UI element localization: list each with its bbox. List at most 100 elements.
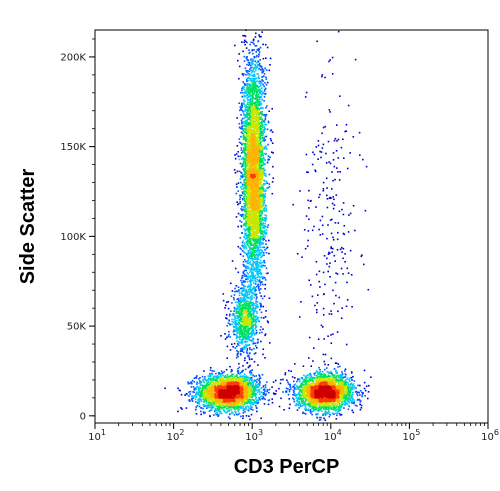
data-point: [337, 381, 340, 383]
data-point: [266, 46, 269, 49]
data-point: [253, 318, 255, 321]
data-point: [245, 186, 247, 188]
data-point: [326, 198, 329, 200]
data-point: [193, 381, 196, 383]
data-point: [263, 137, 265, 140]
data-point: [251, 289, 253, 291]
data-point: [195, 406, 197, 408]
data-point: [211, 373, 214, 376]
data-point: [200, 413, 202, 416]
data-point: [255, 244, 257, 247]
data-point: [351, 396, 353, 398]
data-point: [280, 378, 282, 381]
data-point: [261, 204, 263, 206]
data-point: [244, 323, 246, 325]
data-point: [295, 397, 297, 399]
data-point: [240, 102, 243, 105]
data-point: [263, 100, 265, 102]
data-point: [261, 112, 263, 115]
data-point: [246, 271, 248, 274]
data-point: [264, 218, 267, 220]
data-point: [265, 148, 268, 150]
data-point: [247, 302, 249, 305]
data-point: [261, 160, 264, 162]
data-point: [353, 402, 355, 405]
data-point: [251, 402, 253, 404]
data-point: [253, 43, 255, 45]
data-point: [284, 372, 287, 374]
data-point: [191, 382, 193, 385]
data-point: [240, 297, 242, 300]
data-point: [262, 120, 264, 122]
data-point: [246, 77, 248, 80]
data-point: [254, 316, 256, 319]
data-point: [247, 366, 250, 369]
data-point: [255, 113, 257, 115]
data-point: [198, 386, 200, 388]
data-point: [211, 379, 214, 381]
data-point: [244, 213, 247, 216]
data-point: [349, 152, 351, 154]
data-point: [259, 125, 261, 127]
data-point: [247, 86, 249, 89]
data-point: [351, 306, 353, 308]
data-point: [342, 395, 345, 398]
data-point: [333, 254, 336, 257]
data-point: [258, 389, 260, 392]
data-point: [287, 388, 289, 390]
data-point: [233, 169, 236, 171]
data-point: [253, 79, 256, 81]
data-point: [244, 327, 247, 329]
data-point: [254, 108, 256, 110]
data-point: [250, 370, 252, 372]
data-point: [328, 161, 330, 163]
data-point: [259, 127, 261, 129]
data-point: [247, 400, 250, 402]
data-point: [248, 322, 250, 325]
data-point: [259, 186, 261, 189]
data-point: [230, 373, 233, 376]
data-point: [265, 209, 268, 212]
data-point: [242, 325, 244, 328]
data-point: [246, 347, 249, 350]
data-point: [254, 45, 257, 47]
data-point: [199, 396, 202, 398]
data-point: [292, 397, 294, 399]
data-point: [192, 386, 195, 388]
data-point: [249, 291, 251, 294]
data-point: [308, 375, 311, 377]
data-point: [336, 167, 338, 169]
data-point: [195, 393, 198, 395]
data-point: [262, 237, 264, 240]
data-point: [238, 303, 240, 305]
data-point: [235, 412, 237, 414]
data-point: [297, 401, 299, 403]
data-point: [246, 211, 249, 214]
data-point: [260, 160, 262, 162]
data-point: [242, 151, 245, 153]
data-point: [248, 290, 251, 292]
data-point: [261, 373, 264, 376]
data-point: [267, 143, 269, 146]
data-point: [242, 304, 244, 306]
data-point: [229, 417, 231, 420]
data-point: [237, 370, 240, 372]
data-point: [242, 81, 244, 83]
data-point: [350, 402, 353, 404]
data-point: [357, 398, 359, 401]
data-point: [336, 331, 339, 333]
data-point: [194, 376, 197, 379]
data-point: [240, 311, 242, 314]
data-point: [237, 225, 239, 228]
data-point: [246, 296, 249, 298]
data-point: [267, 321, 269, 324]
data-point: [336, 124, 338, 126]
data-point: [238, 202, 240, 205]
data-point: [253, 293, 256, 295]
data-point: [298, 393, 300, 395]
data-point: [247, 79, 250, 82]
data-point: [297, 404, 300, 407]
data-point: [261, 231, 264, 234]
data-point: [242, 134, 245, 136]
data-point: [244, 357, 246, 359]
